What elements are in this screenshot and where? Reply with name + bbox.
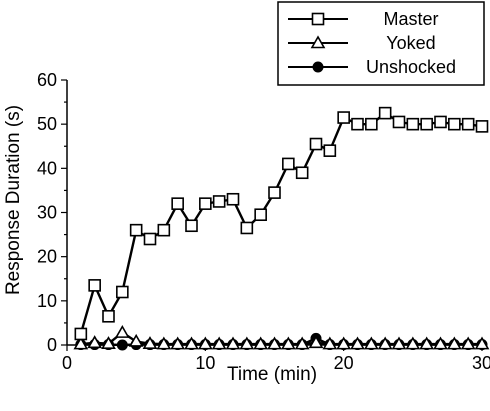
data-point-yoked (142, 336, 158, 349)
data-point-master (102, 309, 115, 323)
data-point-master (406, 117, 420, 131)
series-yoked (73, 325, 490, 350)
data-point-yoked (474, 336, 490, 350)
data-point-master (268, 186, 281, 199)
legend-marker-unshocked (312, 61, 324, 73)
data-point-yoked (280, 336, 296, 350)
data-point-master (157, 223, 171, 237)
data-point-unshocked (116, 339, 128, 351)
x-tick-label: 30 (472, 353, 490, 373)
data-point-master (475, 120, 489, 133)
data-point-master (143, 232, 157, 246)
data-point-yoked (211, 336, 227, 350)
y-tick-label: 50 (37, 114, 57, 134)
data-point-master (185, 219, 198, 233)
data-point-master (392, 115, 406, 129)
data-point-master (240, 221, 254, 235)
data-point-yoked (446, 336, 462, 350)
data-point-master (434, 115, 447, 129)
data-point-master (365, 117, 378, 131)
y-tick-label: 60 (37, 70, 57, 90)
data-point-master (212, 195, 226, 208)
data-point-master (295, 166, 309, 180)
data-point-yoked (101, 336, 116, 349)
data-point-yoked (308, 335, 324, 349)
y-tick-label: 40 (37, 158, 57, 178)
data-point-master (88, 279, 101, 292)
legend-marker-master (311, 12, 325, 26)
data-point-master (116, 285, 129, 299)
data-point-yoked (460, 336, 476, 350)
legend-label-master: Master (383, 9, 438, 29)
data-point-yoked (184, 336, 199, 350)
data-point-yoked (322, 336, 338, 350)
data-point-yoked (170, 336, 186, 350)
data-point-yoked (87, 335, 103, 349)
data-point-yoked (336, 336, 352, 350)
x-tick-label: 20 (334, 353, 354, 373)
data-point-master (254, 208, 267, 222)
y-tick-label: 30 (37, 203, 57, 223)
data-point-yoked (294, 336, 310, 350)
data-point-master (74, 327, 88, 341)
chart-legend: Master Yoked Unshocked (277, 1, 485, 86)
data-point-yoked (225, 336, 241, 350)
data-point-master (323, 144, 337, 157)
data-point-master (337, 111, 350, 124)
legend-label-yoked: Yoked (386, 33, 435, 53)
data-point-yoked (73, 336, 89, 350)
data-point-yoked (114, 325, 130, 338)
data-point-yoked (267, 336, 282, 350)
data-point-yoked (156, 336, 172, 350)
legend-label-unshocked: Unshocked (366, 57, 456, 77)
data-point-master (461, 117, 475, 131)
y-tick-label: 10 (37, 291, 57, 311)
y-tick-label: 0 (47, 335, 57, 355)
data-point-master (282, 157, 295, 171)
data-point-master (199, 197, 212, 210)
chart-series (73, 106, 490, 351)
data-point-master (448, 117, 461, 131)
legend-marker-yoked (310, 35, 326, 49)
data-point-yoked (377, 336, 393, 350)
data-point-yoked (197, 336, 213, 350)
data-point-yoked (253, 336, 269, 350)
x-tick-label: 10 (195, 353, 215, 373)
data-point-master (309, 137, 323, 151)
data-point-master (351, 117, 364, 131)
data-point-master (378, 106, 392, 120)
data-point-yoked (350, 336, 365, 350)
data-point-yoked (363, 336, 379, 350)
data-point-master (171, 197, 184, 210)
data-point-yoked (405, 336, 421, 350)
data-point-yoked (239, 336, 255, 350)
data-point-yoked (433, 336, 448, 350)
data-point-master (129, 223, 143, 237)
chart-axes: 0 10 20 30 40 50 60 0 10 20 30 (37, 70, 490, 373)
series-master (74, 106, 489, 341)
data-point-master (226, 192, 240, 206)
series-line-master (79, 111, 483, 335)
x-axis-title: Time (min) (227, 364, 317, 385)
y-axis-title: Response Duration (s) (3, 105, 24, 295)
data-point-yoked (419, 336, 435, 350)
data-point-yoked (391, 336, 407, 350)
data-point-master (420, 117, 433, 131)
data-point-yoked (128, 333, 144, 347)
y-tick-label: 20 (37, 247, 57, 267)
x-tick-label: 0 (62, 353, 72, 373)
